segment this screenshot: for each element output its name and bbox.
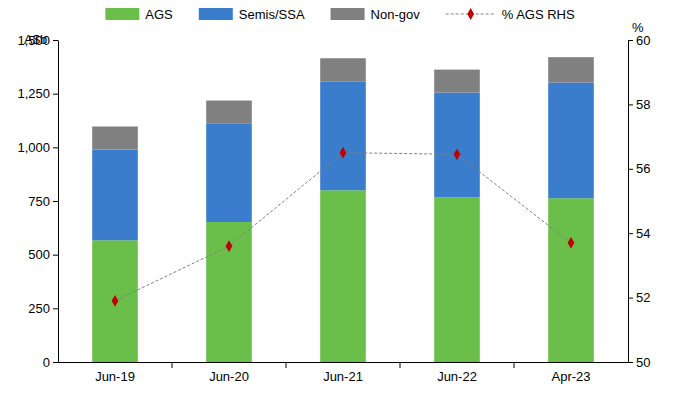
separator — [514, 362, 515, 368]
marker — [226, 240, 233, 252]
y2-axis: 505254565860 — [628, 33, 650, 370]
bar — [548, 198, 594, 362]
tick: 58 — [628, 97, 650, 112]
legend-label: % AGS RHS — [502, 7, 575, 22]
axis-line — [628, 41, 629, 363]
axis-line — [58, 41, 59, 363]
tick: Jun-19 — [95, 362, 135, 384]
legend-label: Semis/SSA — [239, 7, 305, 22]
bar — [206, 222, 252, 362]
tick: Jun-21 — [323, 362, 363, 384]
legend-label: AGS — [145, 7, 173, 22]
axis-title: A$b — [24, 32, 47, 47]
tick: 1,000 — [17, 140, 58, 155]
bar — [92, 149, 138, 240]
tick-mark — [628, 104, 633, 105]
marker — [112, 295, 119, 307]
tick-mark — [53, 94, 58, 95]
tick: 250 — [28, 301, 58, 316]
x-axis: Jun-19 Jun-20 Jun-21 Jun-22 Apr-23 — [59, 362, 629, 384]
tick-label: 0 — [43, 355, 50, 370]
bar — [434, 70, 480, 93]
tick-mark — [628, 169, 633, 170]
legend: AGS Semis/SSA Non-gov % AGS RHS — [105, 7, 575, 22]
tick: 52 — [628, 290, 650, 305]
tick-mark — [628, 362, 633, 363]
tick-label: 750 — [28, 194, 50, 209]
chart: 02505007501,0001,2501,500505254565860Jun… — [0, 0, 680, 394]
bar — [548, 83, 594, 199]
tick-mark — [53, 308, 58, 309]
marker — [340, 147, 347, 159]
plot: 02505007501,0001,2501,500505254565860Jun… — [17, 33, 650, 385]
tick-mark — [53, 147, 58, 148]
bar — [206, 101, 252, 124]
legend-item: Semis/SSA — [199, 7, 305, 22]
tick-label: 52 — [636, 290, 650, 305]
tick: 54 — [628, 226, 650, 241]
tick-label: 1,500 — [17, 33, 50, 48]
tick-mark — [53, 255, 58, 256]
tick-label: 1,000 — [17, 140, 50, 155]
tick: 500 — [28, 247, 58, 262]
legend-swatch — [331, 8, 365, 20]
tick-mark — [628, 233, 633, 234]
separator — [286, 362, 287, 368]
legend-item: % AGS RHS — [446, 7, 575, 22]
tick-label: 58 — [636, 97, 650, 112]
tick-label: 56 — [636, 161, 650, 176]
tick: 50 — [628, 355, 650, 370]
tick-label: Apr-23 — [551, 369, 590, 384]
tick-mark — [53, 362, 58, 363]
tick-label: 50 — [636, 355, 650, 370]
tick-label: 1,250 — [17, 86, 50, 101]
legend-swatch — [199, 8, 233, 20]
bar — [434, 93, 480, 198]
separator — [172, 362, 173, 368]
bar — [206, 123, 252, 222]
tick-label: 54 — [636, 226, 650, 241]
bar — [434, 197, 480, 362]
legend-swatch — [467, 8, 474, 20]
tick: 750 — [28, 194, 58, 209]
axis-title: % — [632, 20, 644, 35]
tick: 0 — [43, 355, 58, 370]
tick: Apr-23 — [551, 362, 590, 384]
tick: 1,500 — [17, 33, 58, 48]
tick: Jun-22 — [437, 362, 477, 384]
axis-line — [59, 362, 629, 363]
separator — [400, 362, 401, 368]
tick-label: Jun-21 — [323, 369, 363, 384]
marks — [92, 57, 594, 362]
bar — [320, 58, 366, 81]
marker — [454, 148, 461, 160]
tick-label: Jun-22 — [437, 369, 477, 384]
tick-label: Jun-20 — [209, 369, 249, 384]
bar — [320, 190, 366, 362]
bar — [548, 57, 594, 82]
marker — [568, 237, 575, 249]
tick: 56 — [628, 161, 650, 176]
tick-mark — [628, 298, 633, 299]
legend-label: Non-gov — [371, 7, 421, 22]
tick-label: Jun-19 — [95, 369, 135, 384]
tick: 1,250 — [17, 86, 58, 101]
tick: Jun-20 — [209, 362, 249, 384]
line — [115, 153, 571, 301]
bar — [320, 81, 366, 190]
tick-label: 500 — [28, 247, 50, 262]
tick-mark — [53, 40, 58, 41]
y-axis: 0 250 500 750 1,000 1,250 1,500 — [17, 33, 58, 370]
tick-label: 250 — [28, 301, 50, 316]
tick-mark — [53, 201, 58, 202]
tick-mark — [628, 40, 633, 41]
legend-item: Non-gov — [331, 7, 421, 22]
bar — [92, 240, 138, 362]
legend-swatch — [105, 8, 139, 20]
legend-item: AGS — [105, 7, 173, 22]
bar — [92, 127, 138, 150]
